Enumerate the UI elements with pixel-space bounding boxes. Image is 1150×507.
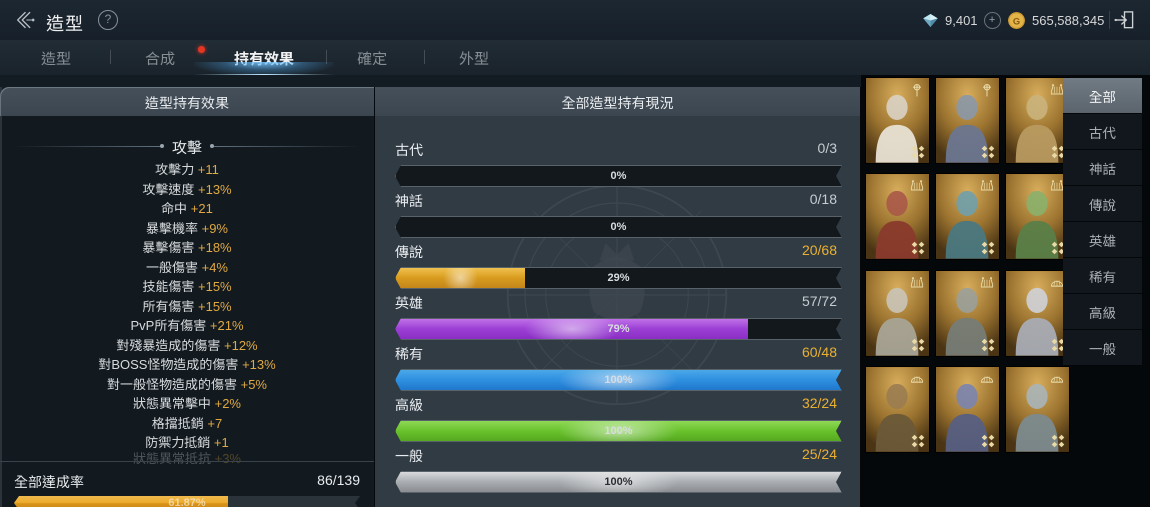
svg-text:G: G [1013,16,1020,26]
